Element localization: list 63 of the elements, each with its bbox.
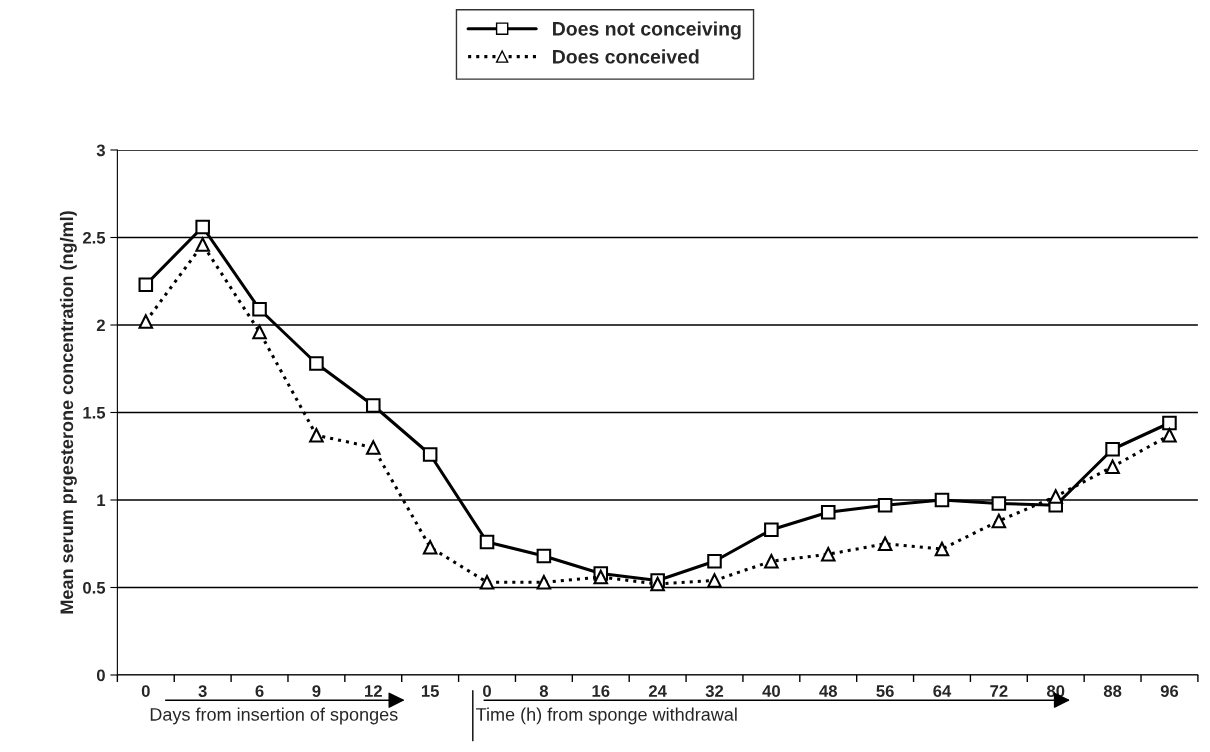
- text: Time (h) from sponge withdrawal: [476, 707, 737, 725]
- point: [138, 314, 154, 329]
- point: [707, 553, 722, 569]
- point: [536, 548, 552, 564]
- point: [764, 522, 779, 538]
- point: [422, 447, 438, 462]
- y-tick-label: 0.5: [83, 581, 106, 594]
- point: [934, 541, 950, 557]
- x-tick-label: 48: [819, 685, 837, 697]
- point: [309, 356, 324, 371]
- point: [764, 553, 779, 569]
- point: [1162, 427, 1177, 443]
- text: Days from insertion of sponges: [150, 707, 398, 725]
- x-tick-label: 16: [592, 685, 610, 697]
- x-tick-label: 72: [990, 685, 1008, 697]
- point: [479, 574, 495, 590]
- point: [1105, 441, 1120, 457]
- x-tick-label: 12: [365, 685, 382, 697]
- point: [991, 513, 1007, 529]
- x-tick-label: 9: [312, 685, 321, 697]
- point: [479, 534, 495, 550]
- point: [593, 569, 609, 585]
- point: [365, 398, 381, 413]
- point: [1162, 415, 1177, 431]
- x-tick-label: 3: [198, 685, 207, 697]
- x-tick-label: 64: [933, 685, 952, 697]
- point: [252, 324, 267, 340]
- y-tick-label: 1.5: [83, 407, 106, 419]
- x-tick-label: 8: [539, 685, 549, 697]
- point: [309, 427, 324, 443]
- point: [820, 546, 836, 562]
- y-tick-label: 0: [96, 669, 105, 682]
- y-tick-label: 2: [96, 319, 105, 332]
- x-tick-label: 88: [1103, 685, 1122, 697]
- point: [195, 219, 210, 235]
- x-tick-label: 0: [483, 685, 491, 697]
- point: [650, 576, 665, 592]
- point: [536, 574, 552, 590]
- point: [195, 237, 210, 252]
- point: [1105, 459, 1120, 475]
- y-axis-title: Mean serum prgesterone concentration (ng/ml): [59, 211, 77, 614]
- x-tick-label: 24: [648, 685, 667, 697]
- point: [365, 440, 381, 455]
- x-tick-label: 15: [421, 685, 439, 697]
- point: [422, 539, 438, 555]
- point: [252, 301, 267, 317]
- point: [991, 496, 1007, 511]
- x-tick-label: 0: [141, 685, 150, 697]
- x-tick-label: 32: [705, 685, 724, 697]
- point: [820, 504, 836, 520]
- point: [1048, 489, 1064, 504]
- point: [877, 497, 893, 513]
- x-tick-label: 40: [762, 685, 780, 697]
- legend-label: Does conceived: [553, 49, 699, 64]
- legend-label: Does not conceiving: [553, 21, 741, 40]
- x-tick-label: 6: [255, 685, 264, 697]
- x-tick-label: 56: [876, 685, 894, 697]
- y-tick-label: 2.5: [82, 231, 106, 244]
- x-tick-label: 96: [1160, 685, 1179, 697]
- point: [934, 492, 950, 508]
- y-tick-label: 3: [96, 144, 105, 157]
- y-tick-label: 1: [97, 494, 106, 507]
- point: [138, 277, 154, 293]
